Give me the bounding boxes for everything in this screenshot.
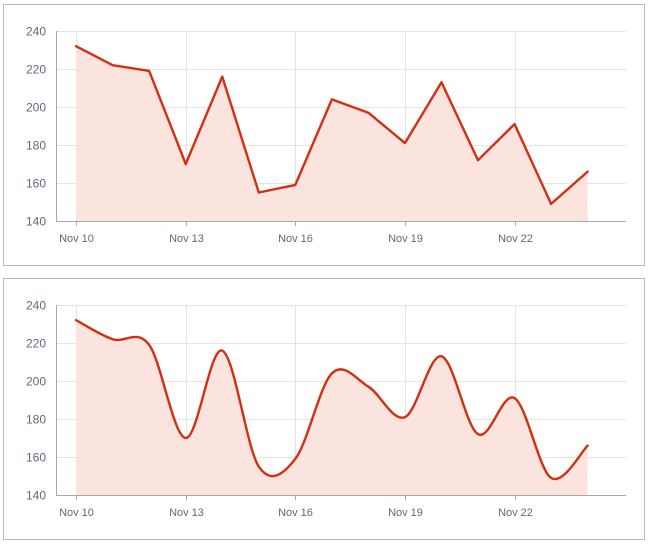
chart-svg-linear: 140 160 180 200 220 240 Nov 10 Nov 13 Nov 16 Nov … [26, 25, 626, 245]
y-axis-tick-label: 240 [26, 25, 46, 39]
y-axis-tick-label: 140 [26, 215, 46, 229]
y-axis-tick-label: 160 [26, 177, 46, 191]
plot-area-spline[interactable]: 140 160 180 200 220 240 Nov 10 Nov 13 Nov 16 Nov … [4, 279, 644, 539]
y-axis-tick-label: 140 [26, 489, 46, 503]
x-axis-tick-label: Nov 16 [278, 507, 313, 519]
chart-svg-spline: 140 160 180 200 220 240 Nov 10 Nov 13 Nov 16 Nov … [26, 299, 626, 519]
x-axis-tick-label: Nov 13 [169, 233, 204, 245]
x-axis-tick-label: Nov 19 [388, 507, 423, 519]
y-axis-tick-label: 220 [26, 337, 46, 351]
y-axis-tick-label: 200 [26, 101, 46, 115]
chart-panel-linear[interactable]: 140 160 180 200 220 240 Nov 10 Nov 13 Nov 16 Nov … [3, 4, 645, 266]
x-axis-tick-label: Nov 22 [498, 233, 533, 245]
series-area-fill [76, 320, 588, 495]
x-axis-tick-label: Nov 19 [388, 233, 423, 245]
plot-area-linear[interactable]: 140 160 180 200 220 240 Nov 10 Nov 13 Nov 16 Nov … [4, 5, 644, 265]
x-axis-tick-label: Nov 10 [59, 233, 94, 245]
y-axis-tick-label: 180 [26, 413, 46, 427]
y-axis-tick-label: 180 [26, 139, 46, 153]
series-line[interactable] [74, 319, 589, 481]
y-axis-tick-label: 240 [26, 299, 46, 313]
chart-panel-spline[interactable]: 140 160 180 200 220 240 Nov 10 Nov 13 Nov 16 Nov … [3, 278, 645, 540]
y-axis-tick-label: 160 [26, 451, 46, 465]
x-axis-tick-label: Nov 22 [498, 507, 533, 519]
series-line[interactable] [74, 45, 589, 206]
y-axis-tick-label: 220 [26, 63, 46, 77]
y-axis-tick-label: 200 [26, 375, 46, 389]
x-axis-tick-label: Nov 16 [278, 233, 313, 245]
x-axis-tick-label: Nov 13 [169, 507, 204, 519]
series-area-fill [76, 46, 588, 222]
x-axis-tick-label: Nov 10 [59, 507, 94, 519]
